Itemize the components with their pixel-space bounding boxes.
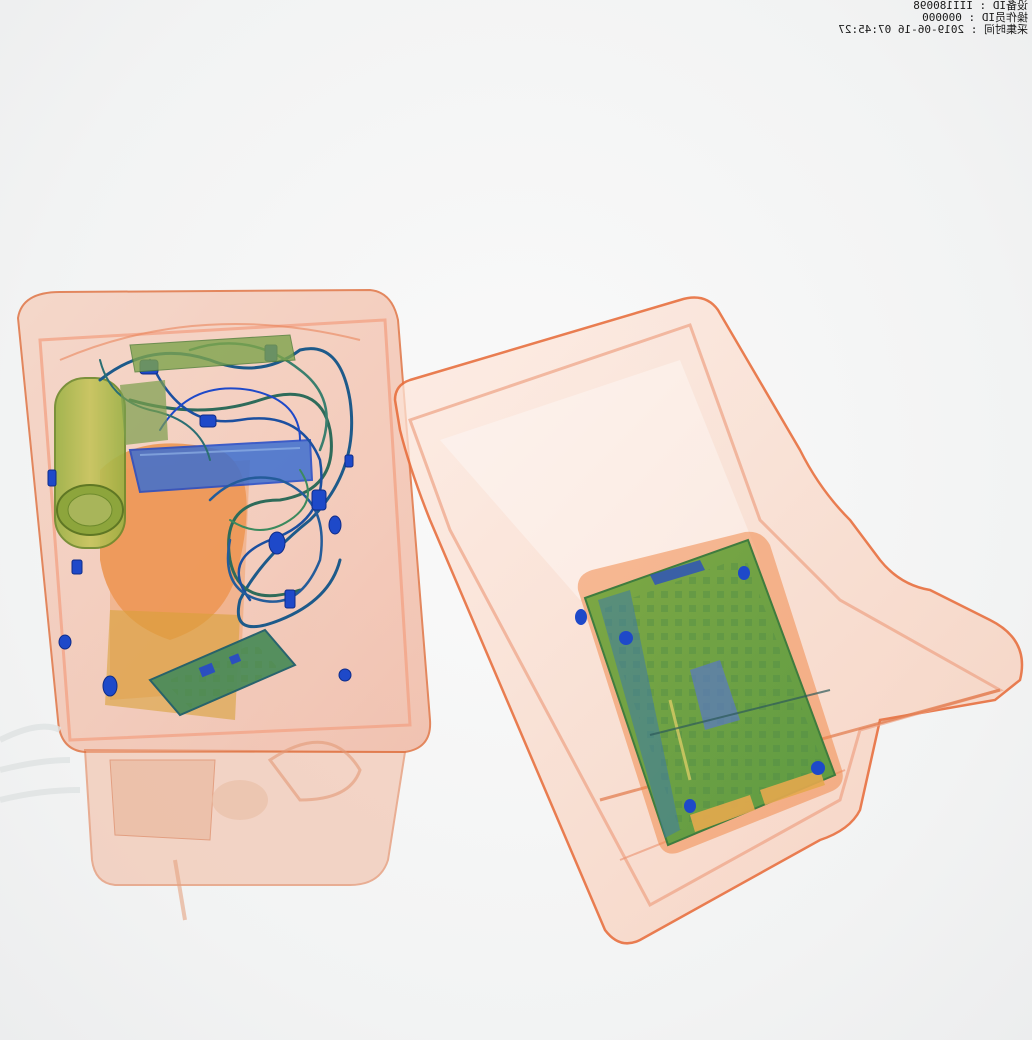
power-bank	[128, 438, 314, 494]
cylinder-object	[54, 377, 126, 549]
pcb-strip	[120, 334, 296, 445]
organic-items	[100, 443, 362, 921]
small-circuit-board	[148, 628, 297, 717]
strap-shadow	[0, 723, 81, 803]
tablet-circuit-board	[575, 531, 843, 854]
